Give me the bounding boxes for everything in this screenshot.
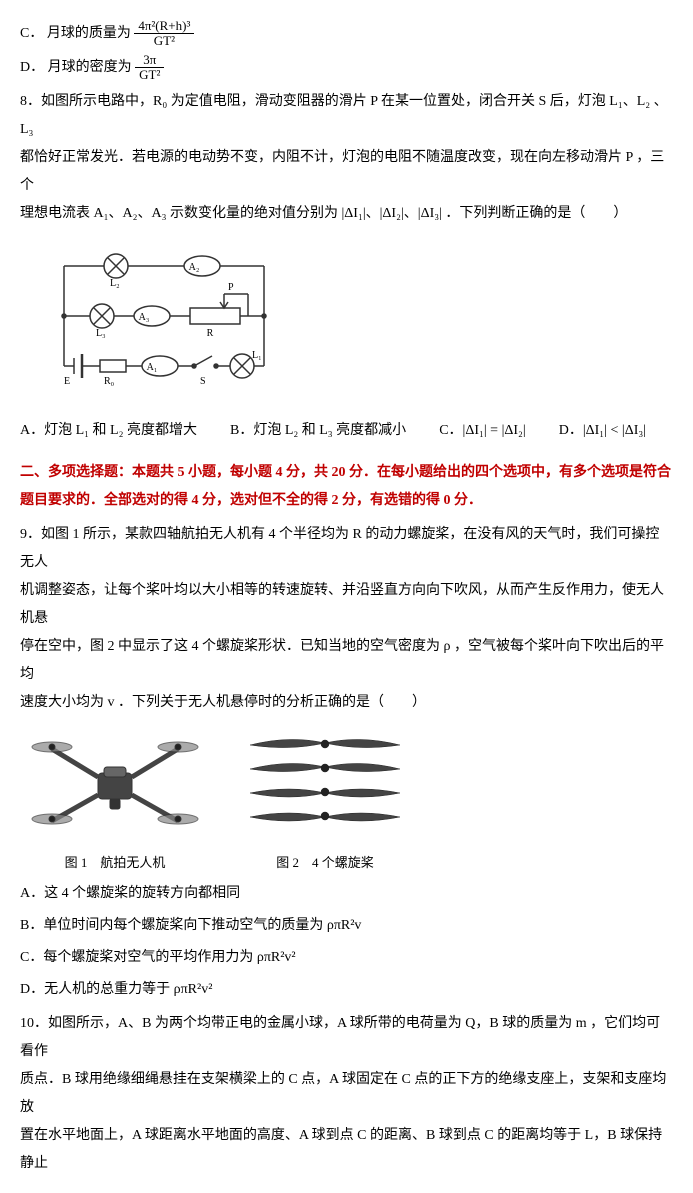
question-9: 9．如图 1 所示，某款四轴航拍无人机有 4 个半径均为 R 的动力螺旋桨，在没…	[20, 521, 673, 1004]
q9-stem-line4: 速度大小均为 v ．下列关于无人机悬停时的分析正确的是（ ）	[20, 689, 673, 717]
q8-stem-line2: 都恰好正常发光．若电源的电动势不变，内阻不计，灯泡的电阻不随温度改变，现在向左移…	[20, 144, 673, 200]
question-8: 8．如图所示电路中，R₀ 为定值电阻，滑动变阻器的滑片 P 在某一位置处，闭合开…	[20, 88, 673, 445]
fig2-caption: 图 2 4 个螺旋桨	[230, 850, 420, 876]
lbl-A3: A₃	[139, 312, 150, 323]
q9-stem-line2: 机调整姿态，让每个桨叶均以大小相等的转速旋转、并沿竖直方向向下吹风，从而产生反作…	[20, 577, 673, 633]
q9-option-d: D．无人机的总重力等于 ρπR²v²	[20, 976, 673, 1004]
fraction: 4π²(R+h)³ GT²	[134, 19, 194, 49]
q8-option-d: D．|ΔI₁| < |ΔI₃|	[559, 423, 646, 438]
lbl-L2: L₂	[110, 278, 120, 289]
figure-1: 图 1 航拍无人机	[30, 725, 200, 876]
lbl-A1: A₁	[147, 362, 158, 373]
q10-stem-line2: 质点．B 球用绝缘细绳悬挂在支架横梁上的 C 点，A 球固定在 C 点的正下方的…	[20, 1066, 673, 1122]
q10-stem-line3: 置在水平地面上，A 球距离水平地面的高度、A 球到点 C 的距离、B 球到点 C…	[20, 1122, 673, 1178]
lbl-P: P	[228, 282, 234, 293]
q9-option-b: B．单位时间内每个螺旋桨向下推动空气的质量为 ρπR²v	[20, 912, 673, 940]
q9-figures: 图 1 航拍无人机	[30, 725, 673, 876]
q-number: 8．	[20, 94, 41, 109]
q7-option-c: C． 月球的质量为 4π²(R+h)³ GT²	[20, 19, 673, 49]
q10-stem-line1: 如图所示，A、B 为两个均带正电的金属小球，A 球所带的电荷量为 Q，B 球的质…	[20, 1016, 660, 1059]
q9-stem-line1: 如图 1 所示，某款四轴航拍无人机有 4 个半径均为 R 的动力螺旋桨，在没有风…	[20, 527, 659, 570]
lbl-R: R	[207, 328, 214, 339]
q9-stem-line3: 停在空中，图 2 中显示了这 4 个螺旋桨形状．已知当地的空气密度为 ρ ，空气…	[20, 633, 673, 689]
lbl-L3: L₃	[96, 328, 106, 339]
lbl-S: S	[200, 376, 206, 387]
lbl-L1: L₁	[252, 350, 262, 361]
q8-stem-line3: 理想电流表 A₁、A₂、A₃ 示数变化量的绝对值分别为 |ΔI₁|、|ΔI₂|、…	[20, 200, 673, 228]
frac-num: 3π	[135, 53, 164, 68]
q8-option-b: B．灯泡 L₂ 和 L₃ 亮度都减小	[230, 423, 406, 438]
lbl-R0: R₀	[104, 376, 115, 387]
figure-2: 图 2 4 个螺旋桨	[230, 725, 420, 876]
propellers-icon	[230, 725, 420, 835]
fraction: 3π GT²	[135, 53, 164, 83]
q-number: 9．	[20, 527, 41, 542]
frac-den: GT²	[134, 34, 194, 48]
q-number: 10．	[20, 1016, 48, 1031]
q9-option-c: C．每个螺旋桨对空气的平均作用力为 ρπR²v²	[20, 944, 673, 972]
frac-den: GT²	[135, 68, 164, 82]
opt-pretext: 月球的质量为	[47, 26, 131, 41]
section-2-title: 二、多项选择题：本题共 5 小题，每小题 4 分，共 20 分．在每小题给出的四…	[20, 459, 673, 515]
opt-label: D．	[20, 54, 44, 82]
fig1-caption: 图 1 航拍无人机	[30, 850, 200, 876]
q8-options: A．灯泡 L₁ 和 L₂ 亮度都增大 B．灯泡 L₂ 和 L₃ 亮度都减小 C．…	[20, 417, 673, 445]
q8-stem-line1: 如图所示电路中，R₀ 为定值电阻，滑动变阻器的滑片 P 在某一位置处，闭合开关 …	[20, 94, 668, 137]
lbl-A2: A₂	[189, 262, 200, 273]
circuit-diagram: L₂ A₂ L₃ A₃ R P E R₀ A₁ S L₁	[34, 236, 294, 396]
q8-option-a: A．灯泡 L₁ 和 L₂ 亮度都增大	[20, 423, 197, 438]
q8-option-c: C．|ΔI₁| = |ΔI₂|	[439, 423, 526, 438]
q7-option-d: D． 月球的密度为 3π GT²	[20, 53, 673, 83]
q9-option-a: A．这 4 个螺旋桨的旋转方向都相同	[20, 880, 673, 908]
question-10: 10．如图所示，A、B 为两个均带正电的金属小球，A 球所带的电荷量为 Q，B …	[20, 1010, 673, 1178]
drone-icon	[30, 725, 200, 835]
opt-label: C．	[20, 20, 43, 48]
opt-pretext: 月球的密度为	[48, 60, 132, 75]
frac-num: 4π²(R+h)³	[134, 19, 194, 34]
lbl-E: E	[64, 376, 70, 387]
